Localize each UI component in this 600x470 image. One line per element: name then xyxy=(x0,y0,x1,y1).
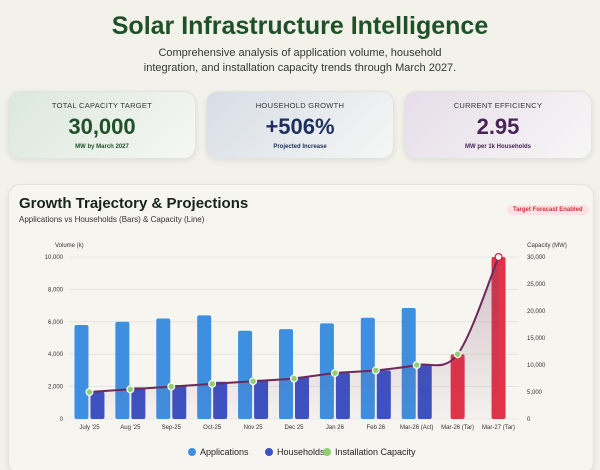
capacity-point xyxy=(412,361,421,370)
bar-applications xyxy=(74,325,89,419)
x-tick-label: Mar-27 (Tar) xyxy=(482,425,515,431)
capacity-point xyxy=(126,385,135,394)
kpi-sub: Projected Increase xyxy=(273,144,327,150)
x-tick-label: Dec 25 xyxy=(284,425,304,431)
kpi-value: 2.95 xyxy=(476,114,520,139)
capacity-point xyxy=(494,252,503,261)
y-left-tick-label: 4,000 xyxy=(48,352,64,358)
capacity-area xyxy=(89,257,499,419)
y-left-tick-label: 6,000 xyxy=(48,320,64,326)
y-left-tick-label: 2,000 xyxy=(48,385,64,391)
capacity-point xyxy=(167,382,176,391)
legend-marker xyxy=(188,448,196,456)
chart-panel: Growth Trajectory & Projections Applicat… xyxy=(8,184,594,470)
y-right-tick-label: 0 xyxy=(527,417,531,423)
kpi-label: HOUSEHOLD GROWTH xyxy=(255,101,345,110)
kpi-value: +506% xyxy=(265,114,335,139)
y-left-tick-label: 8,000 xyxy=(48,287,64,293)
chart-title: Growth Trajectory & Projections xyxy=(19,195,249,212)
capacity-point xyxy=(208,379,217,388)
capacity-point xyxy=(371,366,380,375)
x-tick-label: Aug '25 xyxy=(120,425,141,431)
y-right-tick-label: 20,000 xyxy=(527,309,546,315)
y-left-axis-label: Volume (k) xyxy=(55,243,84,249)
page-subtitle: Comprehensive analysis of application vo… xyxy=(143,47,457,74)
page-title: Solar Infrastructure Intelligence xyxy=(111,12,489,40)
x-tick-label: July '25 xyxy=(79,425,100,431)
y-right-tick-label: 25,000 xyxy=(527,282,546,288)
kpi-label: CURRENT EFFICIENCY xyxy=(453,101,543,110)
capacity-point xyxy=(453,350,462,359)
kpi-sub: MW per 1k Households xyxy=(464,144,531,150)
y-right-tick-label: 15,000 xyxy=(527,336,546,342)
x-tick-label: Mar-26 (Tar) xyxy=(441,425,474,431)
capacity-point xyxy=(85,388,94,397)
y-left-tick-label: 10,000 xyxy=(45,255,64,261)
growth-chart: 0 2,000 4,000 6,000 8,000 10,000 0 5,000 10,000 1… xyxy=(45,243,567,457)
legend-label: Households xyxy=(277,447,325,457)
capacity-point xyxy=(290,374,299,383)
x-tick-label: Mar-26 (Act) xyxy=(400,425,433,431)
kpi-sub: MW by March 2027 xyxy=(75,144,129,150)
legend-label: Installation Capacity xyxy=(335,447,416,457)
x-tick-label: Feb 26 xyxy=(366,425,385,431)
x-tick-label: Oct-25 xyxy=(203,425,222,431)
capacity-point xyxy=(249,377,258,386)
y-left-tick-label: 0 xyxy=(60,417,64,423)
legend-label: Applications xyxy=(200,447,249,457)
kpi-card-capacity-target: TOTAL CAPACITY TARGET 30,000 MW by March… xyxy=(8,91,196,159)
chart-subtitle: Applications vs Households (Bars) & Capa… xyxy=(19,215,205,224)
legend-marker xyxy=(323,448,331,456)
forecast-badge[interactable]: Target Forecast Enabled xyxy=(507,205,589,215)
capacity-point xyxy=(330,369,339,378)
legend-marker xyxy=(265,448,273,456)
x-tick-label: Jan 26 xyxy=(326,425,345,431)
x-tick-label: Sep-25 xyxy=(162,425,182,431)
kpi-label: TOTAL CAPACITY TARGET xyxy=(51,101,153,110)
kpi-card-household-growth: HOUSEHOLD GROWTH +506% Projected Increas… xyxy=(206,91,394,159)
kpi-card-current-efficiency: CURRENT EFFICIENCY 2.95 MW per 1k Househ… xyxy=(404,91,592,159)
y-right-tick-label: 10,000 xyxy=(527,363,546,369)
y-right-tick-label: 30,000 xyxy=(527,255,546,261)
y-right-axis-label: Capacity (MW) xyxy=(527,243,567,249)
y-right-tick-label: 5,000 xyxy=(527,390,543,396)
x-tick-label: Nov 25 xyxy=(244,425,264,431)
kpi-value: 30,000 xyxy=(68,114,136,139)
